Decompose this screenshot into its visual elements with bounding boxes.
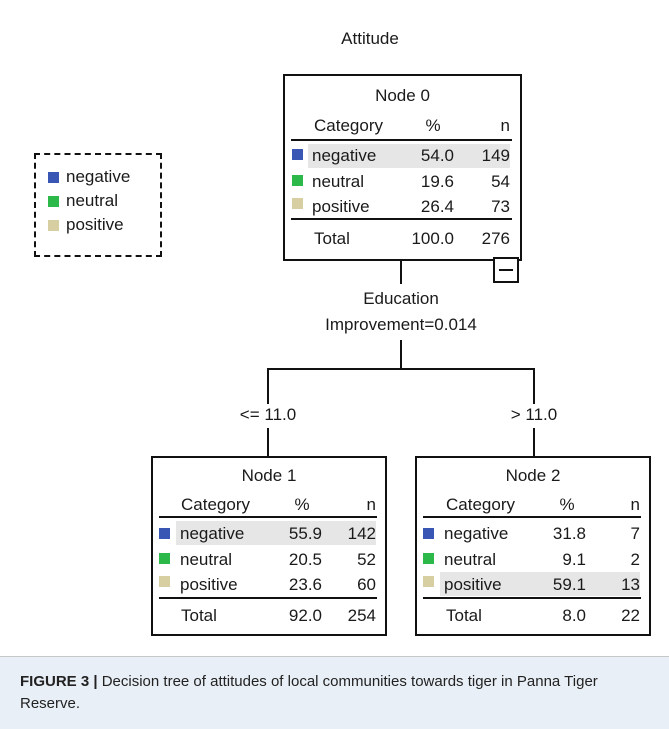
node-1-n-neutral: 52 — [357, 550, 376, 569]
node-0-category-positive: positive — [312, 197, 370, 216]
tree-title: Attitude — [341, 29, 399, 48]
node-2-header-rule — [423, 516, 641, 518]
node-2-swatch-neutral — [423, 553, 434, 564]
node-0-header-percent: % — [425, 116, 441, 135]
node-0-category-neutral: neutral — [312, 172, 364, 191]
right-branch-line-lower — [533, 428, 535, 456]
right-branch-label: > 11.0 — [484, 405, 584, 425]
node-2-total-rule — [423, 597, 641, 599]
legend-swatch-negative — [48, 172, 59, 183]
left-branch-line-lower — [267, 428, 269, 456]
node-0-total-percent: 100.0 — [411, 229, 454, 248]
node-1-total-percent: 92.0 — [288, 606, 322, 625]
caption-area — [0, 657, 669, 729]
node-1-title: Node 1 — [241, 466, 297, 485]
node-1-percent-negative: 55.9 — [288, 524, 322, 543]
node-0-header-category: Category — [314, 116, 383, 135]
legend-swatch-positive — [48, 220, 59, 231]
node-0-category-negative: negative — [312, 146, 377, 165]
node-0-total-label: Total — [314, 229, 350, 248]
node-0-percent-neutral: 19.6 — [420, 172, 454, 191]
node-2-percent-neutral: 9.1 — [562, 550, 586, 569]
node-1-header-n: n — [366, 495, 376, 514]
left-branch-label: <= 11.0 — [210, 405, 326, 425]
node-1-n-negative: 142 — [347, 524, 376, 543]
right-branch-line — [533, 368, 535, 404]
legend-label-positive: positive — [66, 215, 124, 234]
node-0-n-neutral: 54 — [491, 172, 510, 191]
legend-label-neutral: neutral — [66, 191, 118, 210]
node-2-header-n: n — [630, 495, 640, 514]
node-2-n-positive: 13 — [621, 575, 640, 594]
node-0-percent-negative: 54.0 — [420, 146, 454, 165]
node-1-box — [151, 456, 387, 636]
node-2-n-negative: 7 — [630, 524, 640, 543]
node-1-swatch-negative — [159, 528, 170, 539]
node-1-percent-positive: 23.6 — [288, 575, 322, 594]
node-0-header-rule — [291, 139, 512, 141]
branch-stem — [400, 340, 402, 369]
node-2-total-percent: 8.0 — [562, 606, 586, 625]
node-1-header-rule — [159, 516, 377, 518]
legend-swatch-neutral — [48, 196, 59, 207]
node-2-total-n: 22 — [621, 606, 640, 625]
node-2-category-negative: negative — [444, 524, 509, 543]
node-2-header-category: Category — [446, 495, 515, 514]
figure-caption: FIGURE 3 | Decision tree of attitudes of… — [20, 671, 650, 715]
node-1-swatch-positive — [159, 576, 170, 587]
node-2-highlight — [440, 572, 640, 596]
node-1-total-n: 254 — [347, 606, 376, 625]
node-1-total-rule — [159, 597, 377, 599]
node-1-header-category: Category — [181, 495, 250, 514]
node-1-n-positive: 60 — [357, 575, 376, 594]
left-branch-line — [267, 368, 269, 404]
node-1-percent-neutral: 20.5 — [288, 550, 322, 569]
node-0-highlight — [308, 144, 510, 168]
node-2-percent-negative: 31.8 — [552, 524, 586, 543]
legend-label-negative: negative — [66, 167, 131, 186]
node-1-category-neutral: neutral — [180, 550, 232, 569]
node-1-highlight — [176, 521, 376, 545]
node-1-category-positive: positive — [180, 575, 238, 594]
node-2-header-percent: % — [559, 495, 575, 514]
node-2-n-neutral: 2 — [630, 550, 640, 569]
split-improvement: Improvement=0.014 — [325, 315, 477, 334]
caption-label: FIGURE 3 | — [20, 673, 98, 690]
node-2-category-positive: positive — [444, 575, 502, 594]
node-0-n-positive: 73 — [491, 197, 510, 216]
node-0-header-n: n — [500, 116, 510, 135]
node-2-percent-positive: 59.1 — [552, 575, 586, 594]
node-0-percent-positive: 26.4 — [420, 197, 454, 216]
split-variable: Education — [363, 289, 439, 308]
node-0-swatch-neutral — [292, 175, 303, 186]
caption-text: Decision tree of attitudes of local comm… — [20, 673, 598, 712]
node-0-total-n: 276 — [481, 229, 510, 248]
node-0-total-rule — [291, 218, 512, 220]
node-2-swatch-positive — [423, 576, 434, 587]
node-1-total-label: Total — [181, 606, 217, 625]
node-2-total-label: Total — [446, 606, 482, 625]
node-0-swatch-positive — [292, 198, 303, 209]
node-1-header-percent: % — [294, 495, 310, 514]
node-2-category-neutral: neutral — [444, 550, 496, 569]
node-0-title: Node 0 — [375, 86, 430, 105]
node-0-n-negative: 149 — [481, 146, 510, 165]
collapse-node-button[interactable] — [493, 257, 519, 283]
node-0-swatch-negative — [292, 149, 303, 160]
node-2-title: Node 2 — [505, 466, 561, 485]
node-2-swatch-negative — [423, 528, 434, 539]
branch-crossbar — [267, 368, 535, 370]
node-1-swatch-neutral — [159, 553, 170, 564]
legend-box — [34, 153, 162, 257]
node-2-box — [415, 456, 651, 636]
node-1-category-negative: negative — [180, 524, 245, 543]
node-0-stem — [400, 259, 402, 284]
